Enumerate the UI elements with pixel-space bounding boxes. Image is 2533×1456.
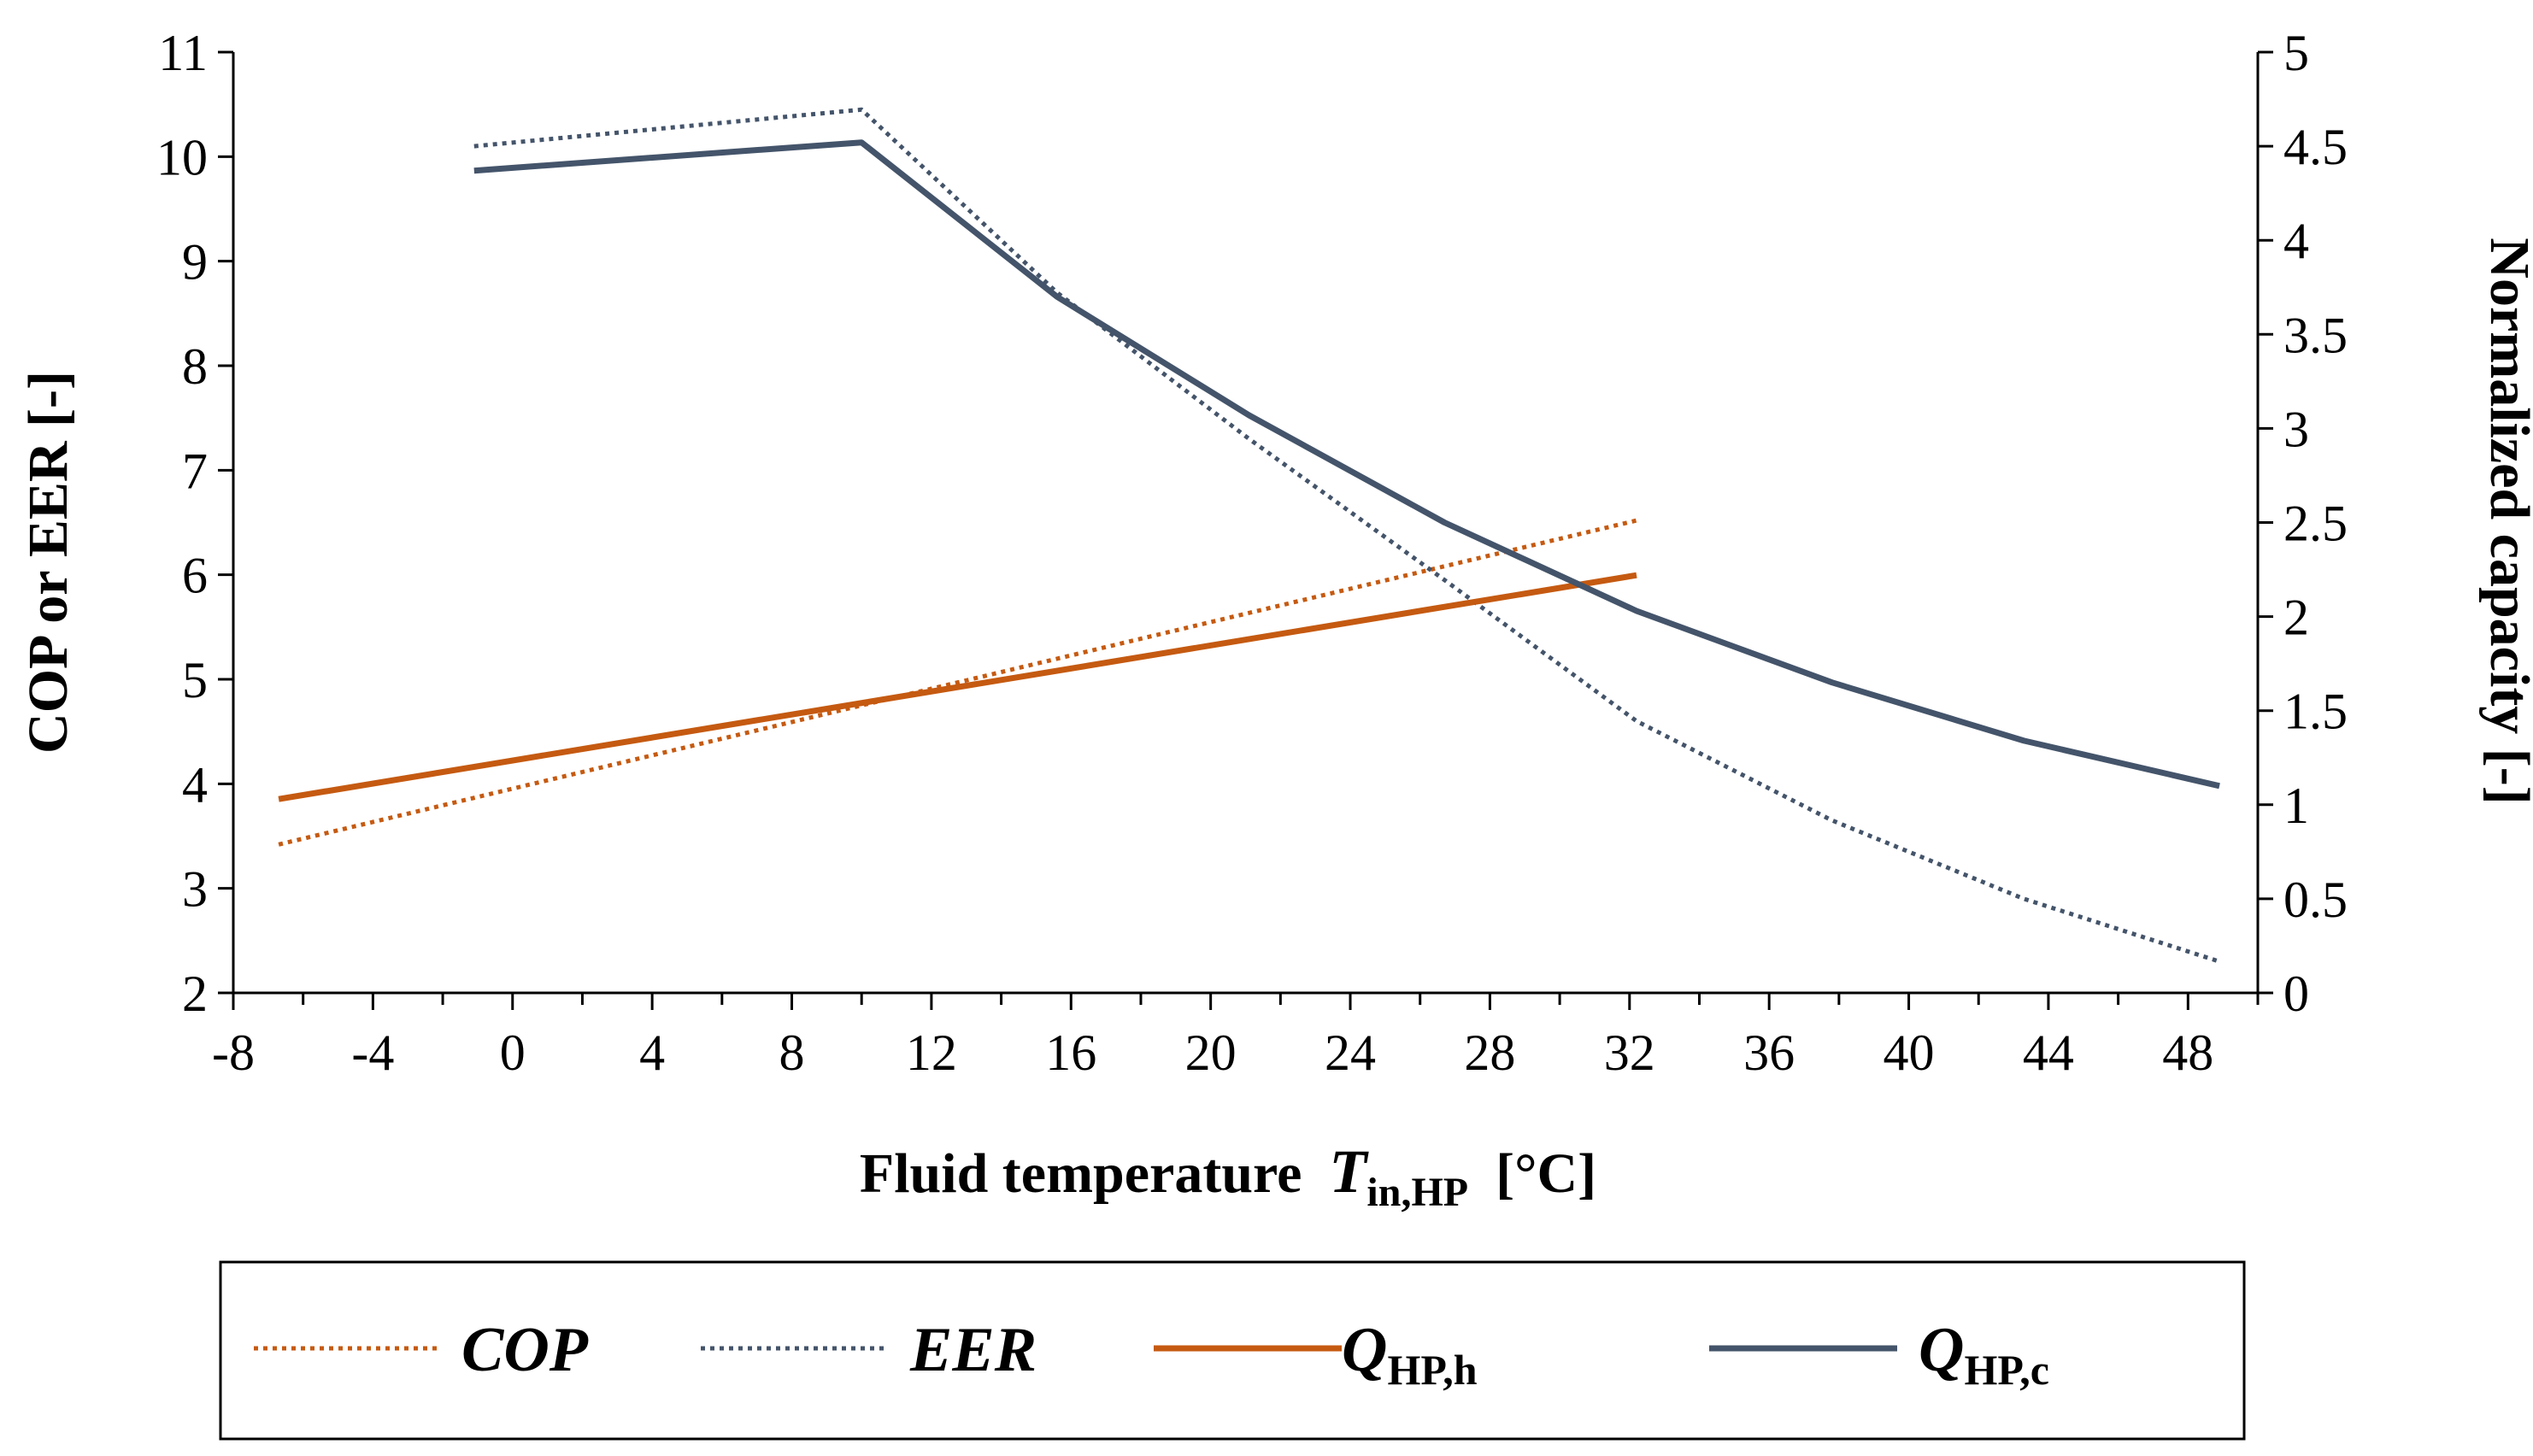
- series-line-eer: [473, 107, 2220, 964]
- y-right-tick-label: 2.5: [2283, 496, 2348, 552]
- y-right-tick-label: 1: [2283, 778, 2309, 834]
- x-tick-label: 16: [1045, 1024, 1096, 1081]
- y-axis-right-title: Normalized capacity [-]: [2478, 238, 2533, 804]
- series-line-cop: [278, 518, 1637, 847]
- legend-label-sub: HP,c: [1964, 1346, 2049, 1394]
- y-right-tick-label: 4.5: [2283, 119, 2348, 175]
- x-axis-title-prefix: Fluid temperature: [860, 1142, 1302, 1205]
- y-left-tick-label: 11: [158, 25, 208, 81]
- y-left-tick-label: 2: [182, 966, 208, 1022]
- x-tick-label: 12: [906, 1024, 957, 1081]
- x-tick-label: 24: [1325, 1024, 1376, 1081]
- legend-label-main: COP: [461, 1315, 589, 1385]
- y-left-tick-label: 5: [182, 652, 208, 708]
- legend-label-sub: HP,h: [1387, 1346, 1477, 1394]
- x-tick-label: 28: [1464, 1024, 1515, 1081]
- plot-area: [232, 52, 2260, 995]
- y-right-tick-label: 5: [2283, 25, 2309, 81]
- legend-label-main: EER: [909, 1315, 1037, 1385]
- legend-label-cop: COP: [461, 1315, 589, 1385]
- y-right-tick-label: 3.5: [2283, 307, 2348, 363]
- series-line-q-hp-c: [473, 139, 2220, 790]
- series-line-q-hp-h: [278, 572, 1637, 802]
- legend-label-q-hp-h: QHP,h: [1342, 1315, 1478, 1394]
- legend-box: [219, 1260, 2246, 1441]
- x-axis-title-var: T: [1329, 1137, 1369, 1206]
- y-left-tick-label: 8: [182, 338, 208, 395]
- x-tick-label: 20: [1185, 1024, 1237, 1081]
- series-layer: [278, 107, 2220, 964]
- x-tick-label: 4: [639, 1024, 665, 1081]
- y-right-tick-label: 0.5: [2283, 872, 2348, 928]
- legend-label-main: Q: [1342, 1315, 1387, 1385]
- legend-label-main: Q: [1919, 1315, 1964, 1385]
- x-tick-label: -4: [351, 1024, 394, 1081]
- y-axis-left-title: COP or EER [-]: [17, 371, 79, 754]
- x-tick-label: 0: [500, 1024, 526, 1081]
- x-tick-label: 8: [779, 1024, 805, 1081]
- y-left-tick-label: 7: [182, 443, 208, 499]
- legend-label-q-hp-c: QHP,c: [1919, 1315, 2049, 1394]
- x-axis-title: Fluid temperature Tin,HP [°C]: [860, 1137, 1596, 1215]
- x-tick-label: 40: [1884, 1024, 1935, 1081]
- x-tick-label: 48: [2162, 1024, 2213, 1081]
- x-axis-title-unit: [°C]: [1496, 1142, 1596, 1205]
- legend: COP EER QHP,h QHP,c: [219, 1260, 2246, 1441]
- y-right-tick-label: 2: [2283, 590, 2309, 646]
- x-tick-label: -8: [212, 1024, 255, 1081]
- y-left-tick-label: 4: [182, 756, 208, 813]
- y-left-tick-label: 3: [182, 861, 208, 918]
- y-right-tick-label: 4: [2283, 213, 2309, 269]
- legend-label-eer: EER: [909, 1315, 1037, 1385]
- y-right-tick-label: 0: [2283, 966, 2309, 1022]
- x-axis: -8 -4 0 4 8 12 16 20 24 28 32 36 40 44 48: [212, 993, 2260, 1081]
- y-right-tick-label: 1.5: [2283, 684, 2348, 740]
- y-left-tick-label: 10: [156, 129, 208, 185]
- x-axis-title-sub: in,HP: [1366, 1170, 1468, 1215]
- y-axis-right: 0 0.5 1 1.5 2 2.5 3 3.5 4 4.5 5: [2258, 25, 2348, 1022]
- y-axis-left: 2 3 4 5 6 7 8 9 10 11: [156, 25, 233, 1022]
- y-right-tick-label: 3: [2283, 401, 2309, 457]
- y-left-tick-label: 6: [182, 548, 208, 604]
- x-tick-label: 32: [1604, 1024, 1655, 1081]
- y-left-tick-label: 9: [182, 234, 208, 291]
- x-tick-label: 44: [2023, 1024, 2074, 1081]
- x-tick-label: 36: [1743, 1024, 1795, 1081]
